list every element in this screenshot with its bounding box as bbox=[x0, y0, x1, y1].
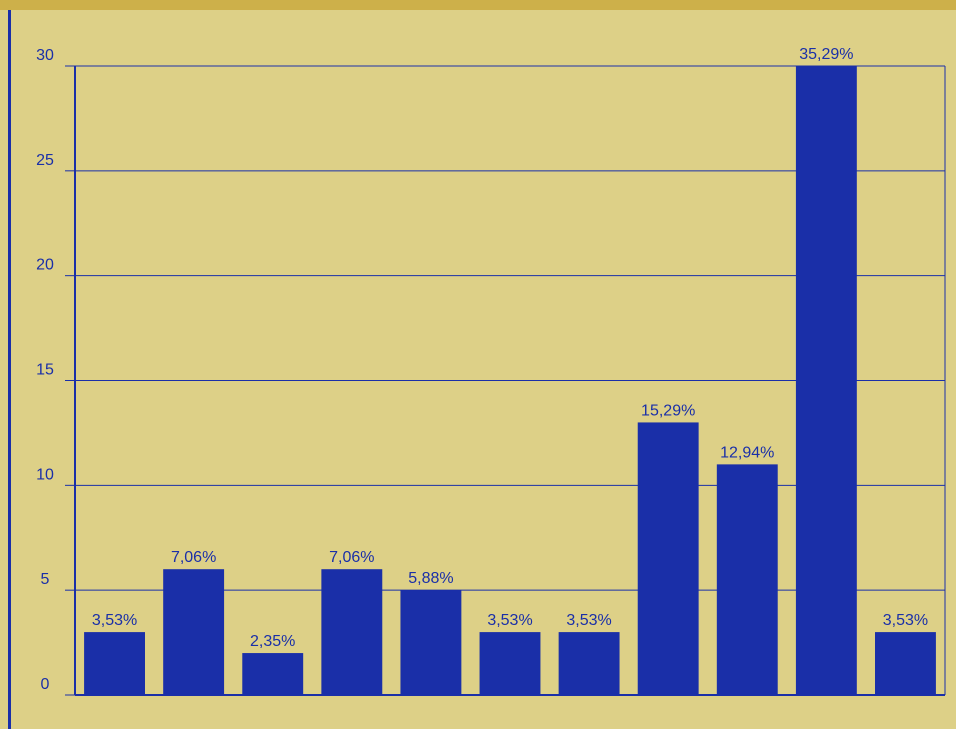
bar bbox=[242, 653, 304, 695]
bar bbox=[795, 66, 857, 695]
y-tick-label: 30 bbox=[36, 47, 54, 64]
bar-value-label: 2,35% bbox=[250, 633, 295, 650]
y-tick-label: 0 bbox=[41, 676, 50, 693]
bar bbox=[875, 632, 936, 695]
bar-value-label: 7,06% bbox=[171, 549, 216, 566]
bar-value-label: 3,53% bbox=[883, 612, 928, 629]
bar bbox=[558, 632, 620, 695]
bar bbox=[163, 569, 225, 695]
y-tick-label: 25 bbox=[36, 152, 54, 169]
bar-value-label: 35,29% bbox=[799, 46, 853, 63]
bar bbox=[637, 422, 699, 695]
bar-value-label: 3,53% bbox=[566, 612, 611, 629]
bars bbox=[84, 66, 936, 695]
bar bbox=[321, 569, 383, 695]
bar-value-label: 15,29% bbox=[641, 402, 695, 419]
bar bbox=[479, 632, 541, 695]
y-tick-label: 5 bbox=[41, 571, 50, 588]
y-tick-label: 15 bbox=[36, 362, 54, 379]
bar-value-label: 3,53% bbox=[92, 612, 137, 629]
bar-value-label: 5,88% bbox=[408, 570, 453, 587]
y-tick-label: 10 bbox=[36, 466, 54, 483]
bar bbox=[716, 464, 778, 695]
y-tick-label: 20 bbox=[36, 257, 54, 274]
left-border bbox=[8, 10, 11, 729]
bar bbox=[84, 632, 145, 695]
bar-value-label: 7,06% bbox=[329, 549, 374, 566]
data-labels: 3,53% 7,06% 2,35% 7,06% 5,88% 3,53% 3,53% 15,29… bbox=[92, 46, 928, 650]
bar bbox=[400, 590, 462, 695]
top-strip bbox=[0, 0, 956, 10]
bar-value-label: 12,94% bbox=[720, 444, 774, 461]
bar-value-label: 3,53% bbox=[487, 612, 532, 629]
